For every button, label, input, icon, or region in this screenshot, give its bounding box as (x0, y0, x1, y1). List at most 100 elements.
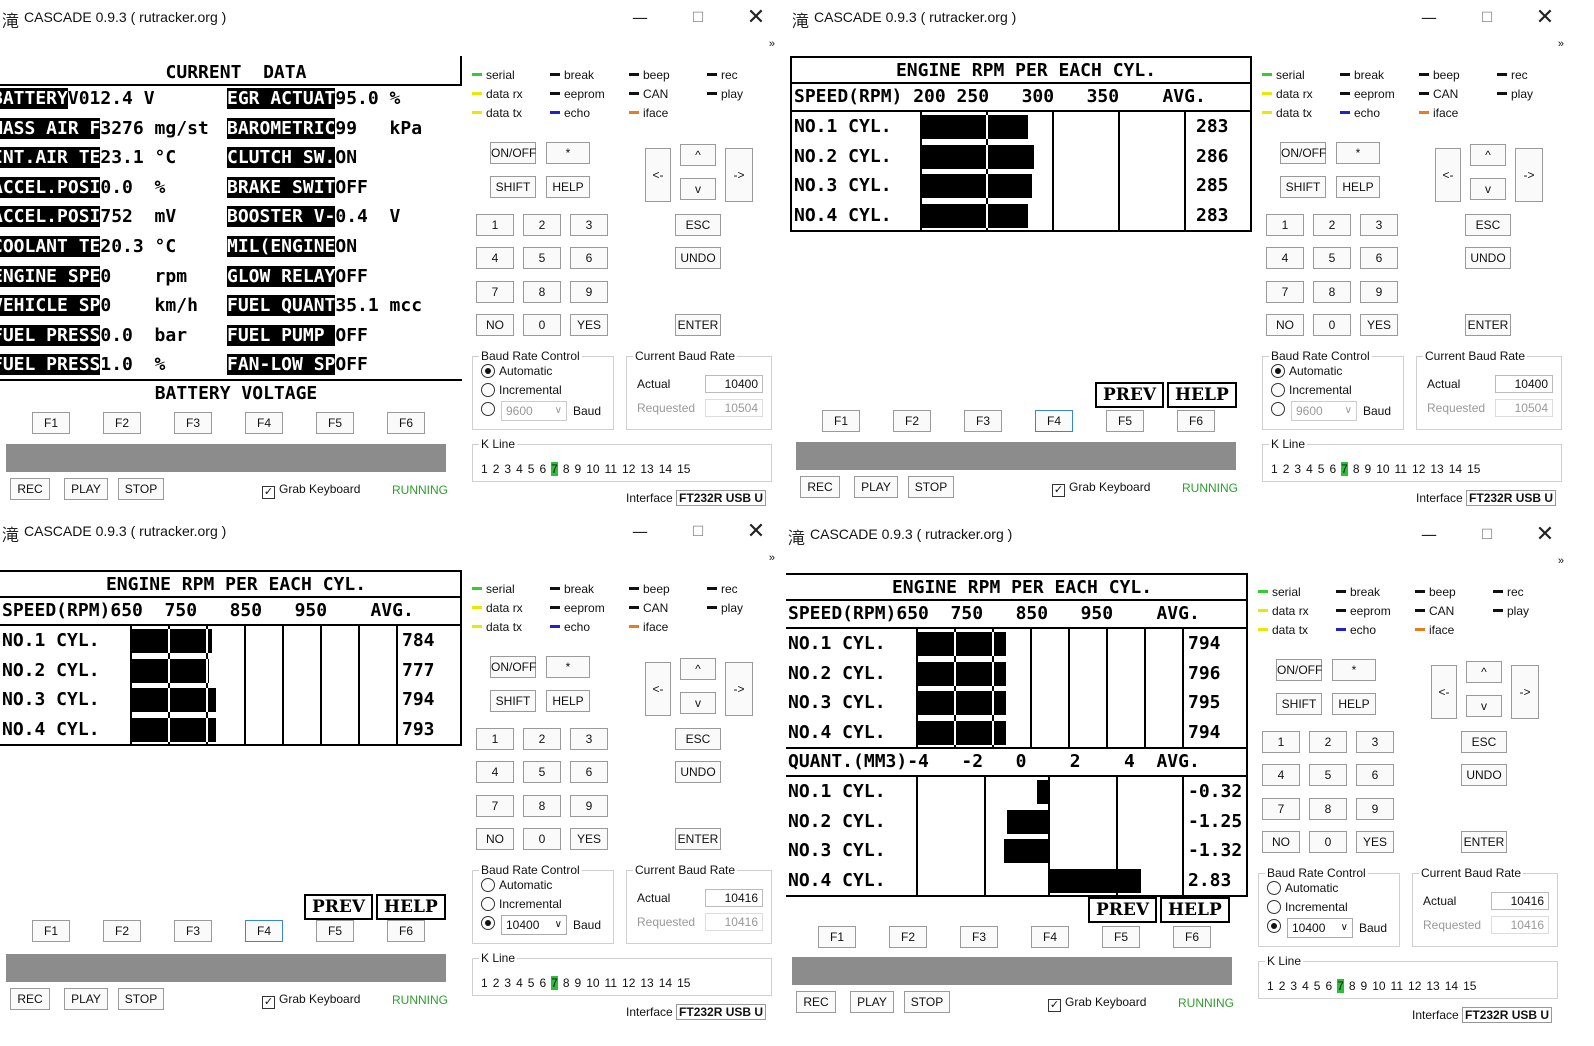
key-0[interactable]: 0 (1309, 831, 1347, 853)
f6-key[interactable]: F6 (1173, 926, 1211, 948)
up-arrow-key[interactable]: ^ (1470, 144, 1506, 166)
down-arrow-key[interactable]: v (1466, 695, 1502, 717)
key-5[interactable]: 5 (523, 247, 561, 269)
f3-key[interactable]: F3 (964, 410, 1002, 432)
minimize-button[interactable]: — (632, 8, 648, 27)
rec-button[interactable]: REC (10, 478, 50, 500)
help-key[interactable]: HELP (1332, 693, 1376, 715)
down-arrow-key[interactable]: v (1470, 178, 1506, 200)
key-7[interactable]: 7 (1262, 798, 1300, 820)
onoff-key[interactable]: ON/OFF (1280, 142, 1326, 164)
manual-baud-radio[interactable] (481, 916, 499, 930)
expand-panel-icon[interactable]: » (768, 552, 775, 564)
f5-key[interactable]: F5 (1106, 410, 1144, 432)
enter-key[interactable]: ENTER (1465, 314, 1511, 336)
f3-key[interactable]: F3 (174, 920, 212, 942)
incremental-radio[interactable]: Incremental (1271, 383, 1352, 397)
close-button[interactable]: ✕ (746, 519, 766, 544)
f6-key[interactable]: F6 (1177, 410, 1215, 432)
baud-select[interactable]: 10400 ∨ (501, 915, 567, 935)
down-arrow-key[interactable]: v (680, 178, 716, 200)
key-3[interactable]: 3 (1356, 731, 1394, 753)
onoff-key[interactable]: ON/OFF (490, 142, 536, 164)
manual-baud-radio[interactable] (1267, 919, 1285, 933)
yes-key[interactable]: YES (570, 314, 608, 336)
star-key[interactable]: * (546, 142, 590, 164)
right-arrow-key[interactable]: -> (1511, 665, 1539, 719)
no-key[interactable]: NO (476, 314, 514, 336)
grab-keyboard-checkbox[interactable]: ✓ Grab Keyboard (1052, 480, 1150, 497)
grab-keyboard-checkbox[interactable]: ✓ Grab Keyboard (1048, 995, 1146, 1012)
rec-button[interactable]: REC (800, 476, 840, 498)
f3-key[interactable]: F3 (960, 926, 998, 948)
key-9[interactable]: 9 (1360, 281, 1398, 303)
key-5[interactable]: 5 (523, 761, 561, 783)
key-0[interactable]: 0 (523, 314, 561, 336)
f6-key[interactable]: F6 (387, 412, 425, 434)
automatic-radio[interactable]: Automatic (481, 364, 552, 378)
incremental-radio[interactable]: Incremental (481, 897, 562, 911)
manual-baud-radio[interactable] (1271, 402, 1289, 416)
automatic-radio[interactable]: Automatic (1271, 364, 1342, 378)
key-9[interactable]: 9 (570, 281, 608, 303)
down-arrow-key[interactable]: v (680, 692, 716, 714)
expand-panel-icon[interactable]: » (1557, 38, 1564, 50)
play-button[interactable]: PLAY (850, 991, 894, 1013)
f2-key[interactable]: F2 (889, 926, 927, 948)
key-1[interactable]: 1 (1266, 214, 1304, 236)
rec-button[interactable]: REC (796, 991, 836, 1013)
f3-key[interactable]: F3 (174, 412, 212, 434)
key-1[interactable]: 1 (476, 214, 514, 236)
key-2[interactable]: 2 (523, 214, 561, 236)
f1-key[interactable]: F1 (32, 920, 70, 942)
key-6[interactable]: 6 (570, 761, 608, 783)
shift-key[interactable]: SHIFT (1276, 693, 1322, 715)
help-key[interactable]: HELP (1336, 176, 1380, 198)
prev-key[interactable]: PREV (1095, 382, 1165, 408)
close-button[interactable]: ✕ (1535, 522, 1555, 547)
f1-key[interactable]: F1 (818, 926, 856, 948)
shift-key[interactable]: SHIFT (490, 176, 536, 198)
esc-key[interactable]: ESC (675, 728, 721, 750)
minimize-button[interactable]: — (1421, 8, 1437, 27)
close-button[interactable]: ✕ (746, 5, 766, 30)
key-0[interactable]: 0 (523, 828, 561, 850)
f2-key[interactable]: F2 (103, 412, 141, 434)
help-key[interactable]: HELP (546, 176, 590, 198)
help-softkey[interactable]: HELP (1160, 897, 1230, 923)
key-4[interactable]: 4 (476, 247, 514, 269)
key-7[interactable]: 7 (476, 795, 514, 817)
key-2[interactable]: 2 (523, 728, 561, 750)
no-key[interactable]: NO (1266, 314, 1304, 336)
stop-button[interactable]: STOP (118, 478, 164, 500)
right-arrow-key[interactable]: -> (725, 662, 753, 716)
f2-key[interactable]: F2 (103, 920, 141, 942)
yes-key[interactable]: YES (570, 828, 608, 850)
onoff-key[interactable]: ON/OFF (1276, 659, 1322, 681)
rec-button[interactable]: REC (10, 988, 50, 1010)
baud-select[interactable]: 10400 ∨ (1287, 918, 1353, 938)
key-6[interactable]: 6 (1360, 247, 1398, 269)
play-button[interactable]: PLAY (64, 988, 108, 1010)
f5-key[interactable]: F5 (316, 412, 354, 434)
star-key[interactable]: * (1332, 659, 1376, 681)
grab-keyboard-checkbox[interactable]: ✓ Grab Keyboard (262, 992, 360, 1009)
up-arrow-key[interactable]: ^ (680, 658, 716, 680)
key-4[interactable]: 4 (476, 761, 514, 783)
esc-key[interactable]: ESC (1461, 731, 1507, 753)
f1-key[interactable]: F1 (822, 410, 860, 432)
shift-key[interactable]: SHIFT (490, 690, 536, 712)
key-0[interactable]: 0 (1313, 314, 1351, 336)
baud-select[interactable]: 9600 ∨ (501, 401, 567, 421)
key-3[interactable]: 3 (570, 728, 608, 750)
left-arrow-key[interactable]: <- (645, 662, 671, 716)
key-4[interactable]: 4 (1262, 764, 1300, 786)
onoff-key[interactable]: ON/OFF (490, 656, 536, 678)
prev-key[interactable]: PREV (1088, 897, 1158, 923)
minimize-button[interactable]: — (632, 522, 648, 541)
play-button[interactable]: PLAY (854, 476, 898, 498)
minimize-button[interactable]: — (1421, 525, 1437, 544)
f4-key[interactable]: F4 (1035, 410, 1073, 432)
key-5[interactable]: 5 (1313, 247, 1351, 269)
stop-button[interactable]: STOP (904, 991, 950, 1013)
